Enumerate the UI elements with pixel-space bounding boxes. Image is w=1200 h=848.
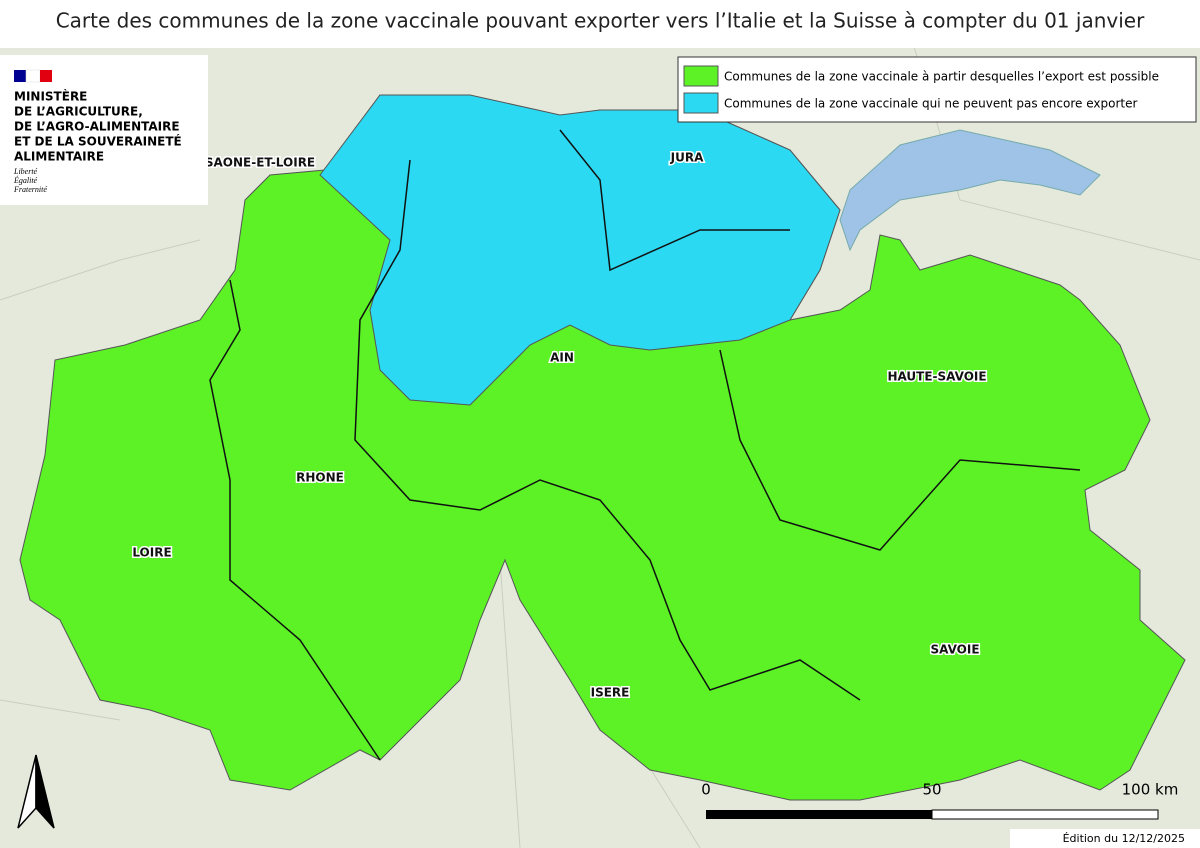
- edition-box: [1010, 829, 1200, 848]
- logo-text: ALIMENTAIRE: [14, 150, 104, 164]
- map-title: Carte des communes de la zone vaccinale …: [56, 9, 1145, 33]
- flag-white: [25, 69, 41, 83]
- department-label: RHONE: [296, 471, 344, 485]
- logo-text: DE L’AGRO-ALIMENTAIRE: [14, 120, 180, 134]
- department-label: LOIRE: [132, 546, 171, 560]
- logo-motto: Égalité: [13, 175, 38, 185]
- scale-label: 100 km: [1122, 781, 1179, 799]
- department-label: HAUTE-SAVOIE: [887, 370, 986, 384]
- logo-text: ET DE LA SOUVERAINETÉ: [14, 134, 182, 149]
- scale-segment: [931, 809, 1159, 820]
- scale-label: 50: [922, 781, 941, 799]
- legend-label: Communes de la zone vaccinale à partir d…: [724, 70, 1159, 84]
- logo-text: MINISTÈRE: [14, 89, 87, 104]
- department-label: AIN: [550, 351, 574, 365]
- title-bar: [0, 0, 1200, 48]
- logo-motto: Fraternité: [13, 185, 47, 194]
- department-borders: [209, 129, 1081, 761]
- department-label: SAVOIE: [930, 643, 979, 657]
- north-arrow: [17, 754, 55, 829]
- department-label: SAONE-ET-LOIRE: [205, 156, 315, 170]
- logo-motto: Liberté: [13, 167, 38, 176]
- no-export-zone: [319, 94, 841, 406]
- flag-red: [40, 70, 52, 82]
- scale-bar: 0 50 100 km: [701, 781, 1178, 820]
- scale-label: 0: [701, 781, 711, 799]
- legend-label: Communes de la zone vaccinale qui ne peu…: [724, 97, 1137, 111]
- legend: Communes de la zone vaccinale à partir d…: [677, 56, 1197, 123]
- logo-text: DE L’AGRICULTURE,: [14, 105, 143, 119]
- flag-blue: [14, 70, 26, 82]
- lake: [839, 129, 1101, 252]
- legend-box: [677, 56, 1197, 123]
- edition-date: Édition du 12/12/2025: [1063, 832, 1185, 845]
- legend-swatch: [683, 65, 719, 87]
- legend-swatch: [683, 92, 719, 114]
- department-label: JURA: [670, 151, 704, 165]
- ministry-logo: MINISTÈRE DE L’AGRICULTURE, DE L’AGRO-AL…: [0, 55, 208, 205]
- scale-segment: [706, 810, 932, 819]
- department-label: ISERE: [591, 686, 630, 700]
